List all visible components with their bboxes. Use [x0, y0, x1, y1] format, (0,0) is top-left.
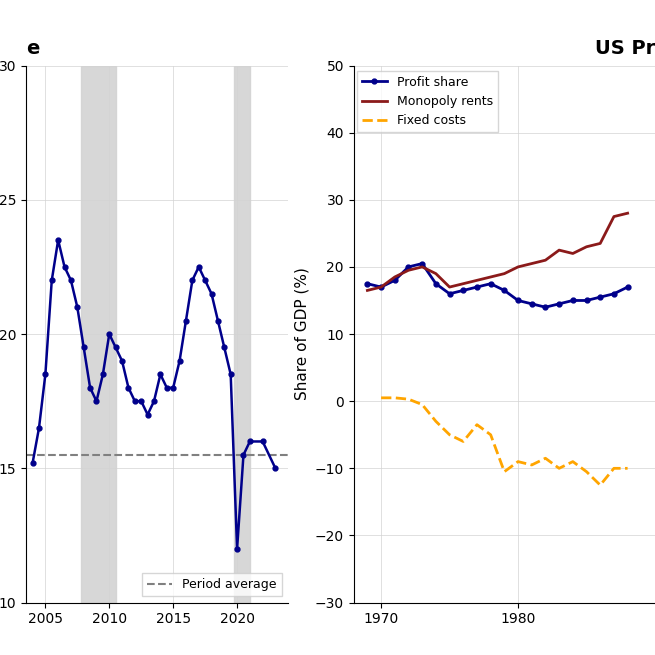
Legend: Profit share, Monopoly rents, Fixed costs: Profit share, Monopoly rents, Fixed cost…	[357, 71, 498, 132]
Monopoly rents	[500, 270, 508, 278]
Monopoly rents	[391, 273, 399, 281]
Profit share	[596, 293, 604, 301]
Line: Fixed costs: Fixed costs	[381, 398, 627, 485]
Monopoly rents	[432, 270, 440, 278]
Bar	[234, 66, 250, 603]
Monopoly rents	[445, 283, 453, 291]
Monopoly rents	[610, 213, 618, 221]
Profit share	[610, 290, 618, 298]
Monopoly rents	[377, 283, 385, 291]
Profit share	[514, 297, 522, 305]
Profit share	[582, 297, 590, 305]
Profit share	[377, 283, 385, 291]
Profit share	[391, 276, 399, 284]
Monopoly rents	[364, 286, 371, 294]
Monopoly rents	[473, 276, 481, 284]
Fixed costs	[610, 464, 618, 472]
Fixed costs	[405, 395, 413, 403]
Y-axis label: Share of GDP (%): Share of GDP (%)	[294, 268, 309, 400]
Text: US Pr: US Pr	[595, 39, 655, 58]
Profit share	[405, 263, 413, 271]
Monopoly rents	[514, 263, 522, 271]
Line: Monopoly rents: Monopoly rents	[367, 214, 627, 290]
Fixed costs	[445, 431, 453, 439]
Monopoly rents	[528, 259, 536, 267]
Fixed costs	[500, 468, 508, 476]
Profit share	[500, 286, 508, 294]
Fixed costs	[514, 458, 522, 466]
Fixed costs	[582, 468, 590, 476]
Fixed costs	[555, 464, 563, 472]
Profit share	[542, 303, 550, 311]
Profit share	[528, 300, 536, 308]
Line: Profit share: Profit share	[365, 261, 630, 310]
Fixed costs	[473, 421, 481, 428]
Fixed costs	[624, 464, 631, 472]
Monopoly rents	[542, 256, 550, 264]
Legend: Period average: Period average	[142, 573, 282, 596]
Fixed costs	[377, 394, 385, 402]
Fixed costs	[528, 461, 536, 469]
Fixed costs	[487, 431, 495, 439]
Fixed costs	[542, 455, 550, 462]
Monopoly rents	[419, 263, 426, 271]
Profit share	[432, 280, 440, 288]
Monopoly rents	[487, 273, 495, 281]
Monopoly rents	[555, 246, 563, 254]
Monopoly rents	[624, 210, 631, 217]
Bar	[81, 66, 116, 603]
Monopoly rents	[596, 240, 604, 248]
Profit share	[624, 283, 631, 291]
Profit share	[473, 283, 481, 291]
Fixed costs	[596, 481, 604, 489]
Fixed costs	[432, 417, 440, 425]
Fixed costs	[391, 394, 399, 402]
Fixed costs	[419, 401, 426, 409]
Fixed costs	[569, 458, 577, 466]
Monopoly rents	[459, 280, 467, 288]
Profit share	[555, 300, 563, 308]
Fixed costs	[459, 438, 467, 445]
Monopoly rents	[405, 267, 413, 274]
Profit share	[459, 286, 467, 294]
Monopoly rents	[569, 250, 577, 257]
Profit share	[487, 280, 495, 288]
Profit share	[445, 290, 453, 298]
Monopoly rents	[582, 243, 590, 251]
Profit share	[419, 259, 426, 267]
Text: e: e	[26, 39, 39, 58]
Profit share	[364, 280, 371, 288]
Profit share	[569, 297, 577, 305]
